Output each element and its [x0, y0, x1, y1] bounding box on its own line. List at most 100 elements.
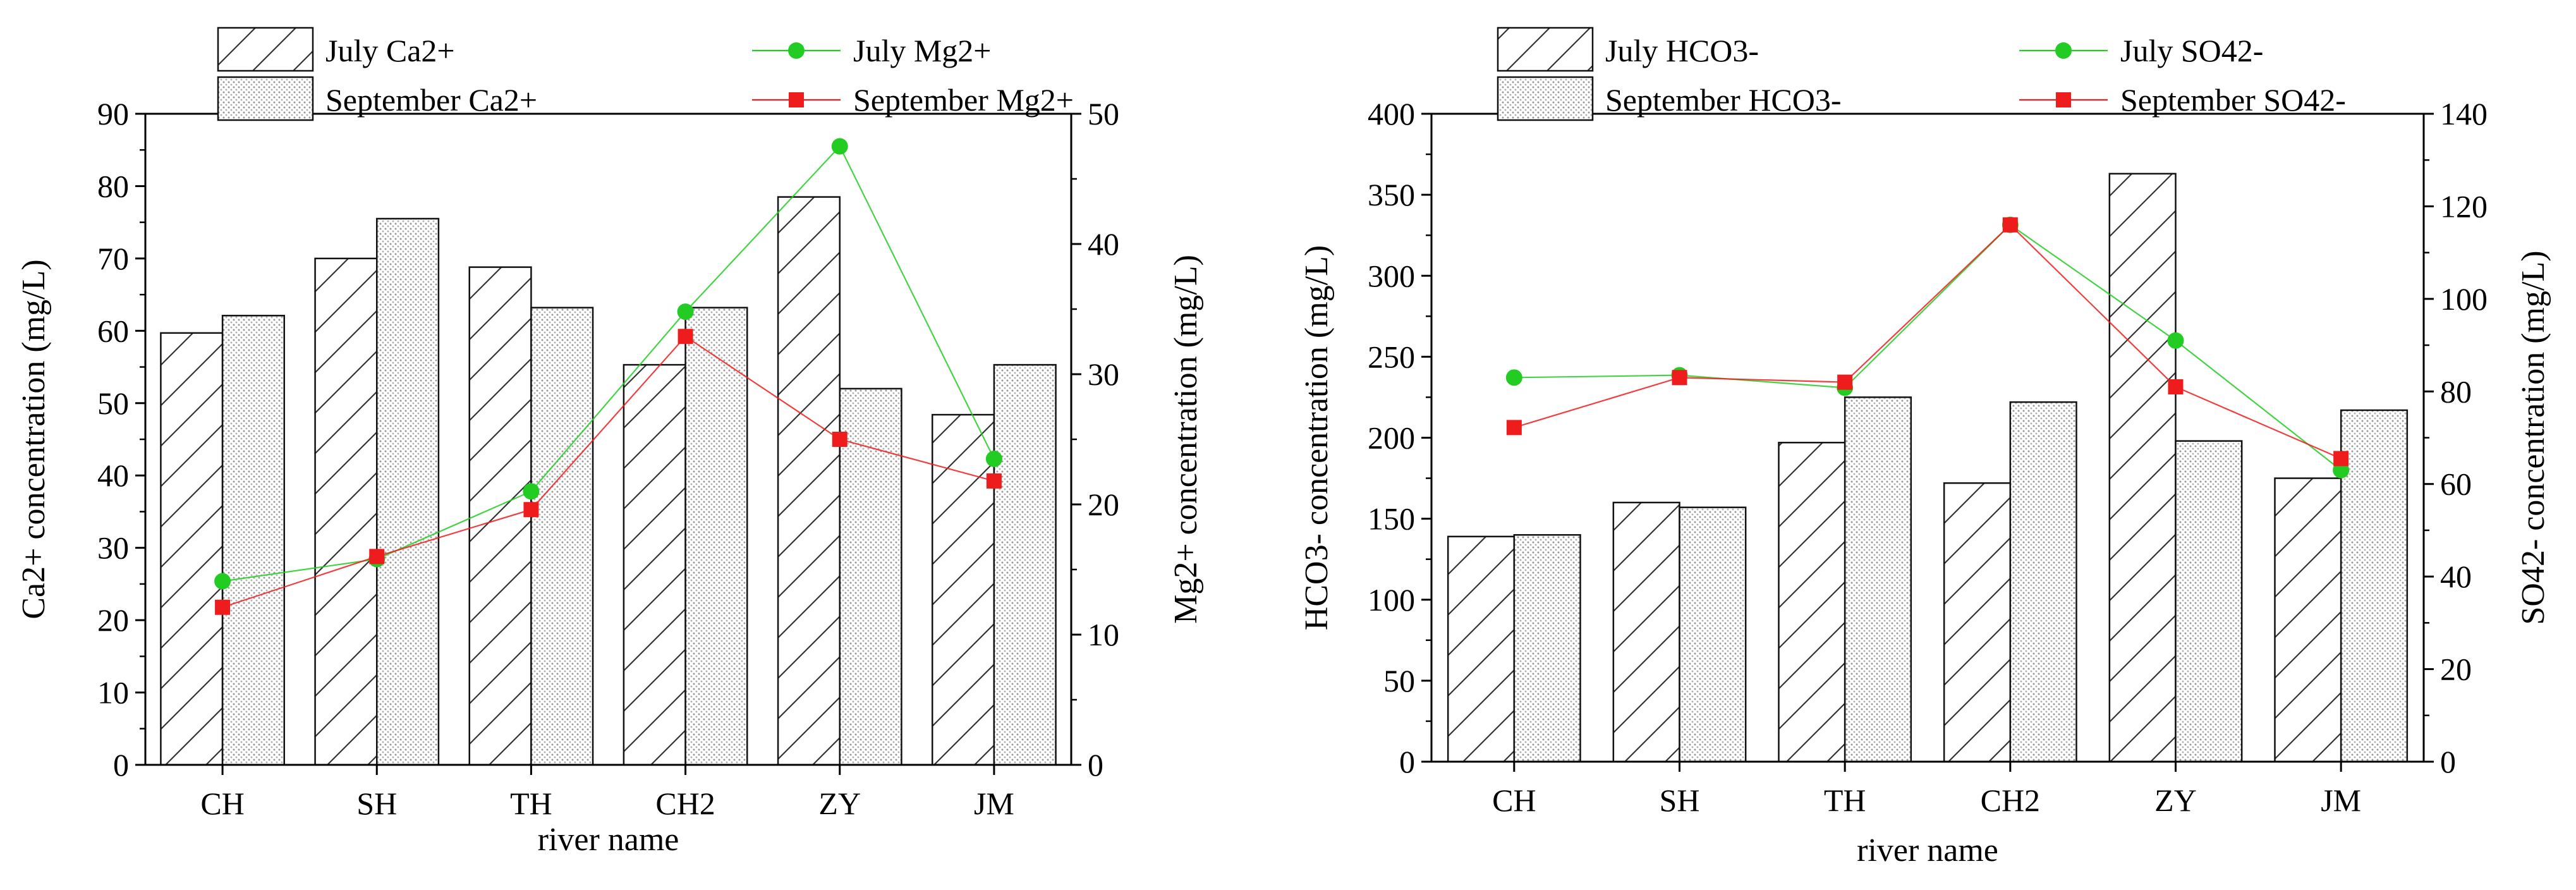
point-september-mg2-ch2 — [677, 329, 693, 344]
y2-tick-label: 0 — [1088, 747, 1103, 783]
point-july-so42-zy — [2167, 332, 2184, 349]
y-tick-label: 40 — [97, 458, 129, 493]
bar-september-hco3-ch — [1513, 534, 1581, 763]
y-tick-label: 50 — [1383, 663, 1415, 698]
series-line — [1514, 224, 2342, 471]
point-july-mg2-th — [523, 483, 540, 500]
legend-label: September Ca2+ — [325, 82, 537, 118]
legend-marker — [2056, 92, 2071, 107]
bar-july-ca2-sh — [314, 257, 378, 766]
point-september-mg2-jm — [986, 473, 1002, 489]
bar-september-ca2-zy — [839, 387, 902, 766]
x-tick-label: ZY — [818, 786, 861, 821]
legend-label: September HCO3- — [1605, 82, 1842, 118]
point-september-so42-zy — [2168, 379, 2184, 394]
y2-tick-label: 100 — [2440, 281, 2488, 317]
y2-tick-label: 140 — [2440, 96, 2488, 131]
hco3-so4-chart: 0 50 100 150 200 250 300 350 400 0 20 40 60 80 100 120 1… — [1299, 27, 2551, 869]
bar-september-ca2-jm — [993, 363, 1057, 766]
y-tick-label: 0 — [1399, 744, 1415, 779]
legend-swatch — [1497, 76, 1594, 121]
series-line — [222, 145, 995, 582]
y-tick-label: 100 — [1368, 582, 1415, 618]
x-tick-label: JM — [974, 786, 1014, 821]
point-september-mg2-sh — [369, 549, 385, 564]
point-september-mg2-th — [523, 502, 539, 518]
legend-swatch — [1497, 27, 1594, 72]
ca-mg-chart: 0 10 20 30 40 50 60 70 80 90 0 10 20 30 40 50 CH SH TH CH2 Z… — [16, 27, 1204, 858]
bar-september-hco3-sh — [1679, 506, 1747, 763]
y2-tick-label: 40 — [2440, 559, 2472, 594]
x-axis-title: river name — [538, 822, 679, 858]
y2-axis-title: SO42- concentration (mg/L) — [2515, 250, 2551, 625]
legend-marker — [2055, 42, 2072, 59]
y2-axis-title: Mg2+ concentration (mg/L) — [1168, 255, 1204, 624]
y-tick-label: 250 — [1368, 339, 1415, 374]
y2-tick-label: 20 — [2440, 652, 2472, 687]
y-tick-label: 50 — [97, 386, 129, 421]
series-line — [222, 335, 995, 608]
x-tick-label: ZY — [2154, 783, 2197, 818]
bar-september-hco3-th — [1844, 396, 1912, 763]
legend-label: July SO42- — [2120, 33, 2263, 68]
y2-tick-label: 50 — [1088, 96, 1119, 131]
y-tick-label: 200 — [1368, 420, 1415, 456]
legend-marker — [788, 42, 805, 59]
x-tick-label: CH — [200, 786, 244, 821]
x-tick-label: JM — [2321, 783, 2361, 818]
point-september-so42-ch2 — [2002, 217, 2018, 233]
point-september-mg2-zy — [832, 432, 848, 447]
bar-july-hco3-ch — [1447, 535, 1516, 763]
y-tick-label: 10 — [97, 675, 129, 710]
bar-september-ca2-ch2 — [684, 307, 748, 766]
point-july-mg2-ch — [214, 573, 231, 590]
y-tick-label: 150 — [1368, 501, 1415, 537]
legend-swatch — [217, 27, 314, 72]
legend: July Ca2+ September Ca2+ July Mg2+ Septembe… — [217, 27, 1074, 121]
y-tick-label: 80 — [97, 168, 129, 204]
point-july-mg2-jm — [985, 450, 1002, 467]
legend: July HCO3- September HCO3- July SO42- Septe… — [1497, 27, 2346, 121]
y2-tick-label: 120 — [2440, 188, 2488, 224]
y2-tick-label: 60 — [2440, 466, 2472, 502]
x-tick-label: TH — [510, 786, 552, 821]
point-september-so42-ch — [1506, 420, 1522, 436]
bar-july-hco3-zy — [2108, 173, 2177, 763]
bar-september-hco3-ch2 — [2009, 401, 2077, 763]
y-tick-label: 30 — [97, 530, 129, 566]
bar-july-ca2-th — [468, 266, 532, 766]
bar-september-ca2-th — [530, 307, 594, 766]
x-tick-label: CH2 — [655, 786, 715, 821]
point-july-mg2-zy — [831, 138, 848, 155]
bar-july-ca2-ch2 — [623, 363, 686, 766]
y2-tick-label: 10 — [1088, 617, 1119, 652]
bar-september-hco3-jm — [2340, 409, 2409, 763]
y-tick-label: 60 — [97, 313, 129, 348]
x-tick-label: CH — [1492, 783, 1536, 818]
y-axis-title: Ca2+ concentration (mg/L) — [16, 259, 52, 619]
y2-tick-label: 80 — [2440, 374, 2472, 409]
bar-july-hco3-th — [1778, 441, 1846, 763]
y-tick-label: 20 — [97, 602, 129, 638]
legend-marker — [789, 92, 804, 107]
point-september-so42-sh — [1672, 370, 1687, 386]
y2-tick-label: 0 — [2440, 744, 2456, 779]
bar-july-hco3-sh — [1612, 501, 1680, 763]
x-tick-label: SH — [356, 786, 397, 821]
line-series-september-so42 — [1506, 217, 2349, 466]
x-tick-label: SH — [1660, 783, 1700, 818]
bar-july-ca2-zy — [777, 196, 841, 766]
bar-july-hco3-ch2 — [1943, 482, 2012, 763]
bar-september-ca2-ch — [221, 315, 286, 766]
series-line — [1514, 224, 2342, 460]
bar-july-ca2-ch — [160, 332, 224, 766]
x-axis-title: river name — [1857, 832, 1998, 869]
legend-label: July HCO3- — [1605, 33, 1759, 68]
x-tick-label: CH2 — [1981, 783, 2040, 818]
legend-label: September SO42- — [2120, 82, 2346, 118]
point-july-so42-ch — [1505, 369, 1522, 386]
legend-swatch — [217, 76, 314, 121]
bar-series-september-hco3 — [1513, 396, 2409, 763]
line-series-july-so42 — [1505, 216, 2350, 479]
